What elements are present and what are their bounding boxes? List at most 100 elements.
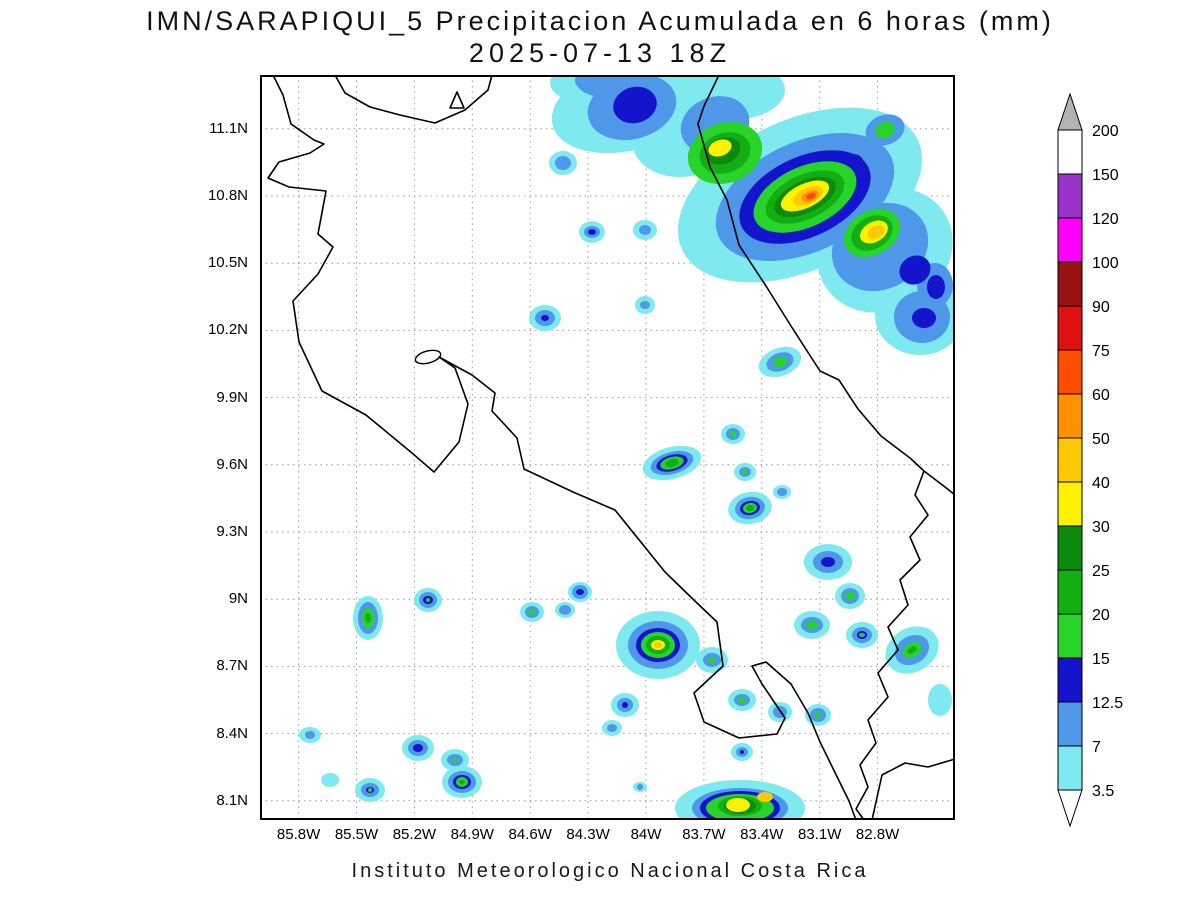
precip-cell — [777, 488, 787, 496]
x-tick-label: 83.4W — [740, 826, 784, 843]
x-tick-label: 85.5W — [334, 826, 379, 843]
colorbar-label: 90 — [1092, 299, 1110, 316]
map-svg — [260, 75, 955, 820]
precip-cell — [875, 121, 895, 139]
colorbar-label: 50 — [1092, 431, 1110, 448]
precip-cell — [452, 758, 458, 762]
y-tick-label: 8.4N — [216, 724, 248, 742]
colorbar-segment — [1057, 261, 1083, 307]
precip-cell — [927, 275, 945, 299]
precip-cell — [426, 598, 430, 602]
colorbar-segment — [1057, 745, 1083, 791]
precip-cell — [640, 301, 650, 309]
precip-cell — [576, 589, 584, 595]
precip-cell — [899, 255, 931, 285]
precip-cell — [708, 139, 732, 157]
colorbar-label: 100 — [1092, 255, 1119, 272]
y-tick-label: 10.8N — [207, 187, 248, 204]
island — [414, 349, 442, 365]
precip-cell — [365, 613, 371, 623]
colorbar-group: 200 150 120 100 90 75 60 50 40 30 25 20 15 12.5 7 3.5 — [1057, 92, 1123, 828]
y-tick-label: 9.9N — [216, 388, 248, 406]
precip-cell — [368, 788, 372, 792]
precip-cell — [806, 192, 816, 200]
precip-cell — [730, 431, 736, 437]
x-tick-label: 83.7W — [682, 826, 726, 843]
colorbar-label: 200 — [1092, 123, 1119, 140]
colorbar-arrow-bottom — [1057, 789, 1083, 828]
colorbar-label: 3.5 — [1092, 783, 1114, 800]
colorbar-arrow-top — [1057, 92, 1083, 131]
precip-cell — [740, 750, 744, 754]
precip-cell — [742, 470, 748, 474]
precip-cell — [845, 592, 855, 600]
colorbar-segment — [1057, 173, 1083, 219]
precip-cell — [665, 458, 679, 468]
colorbar-label: 150 — [1092, 167, 1119, 184]
colorbar-segment — [1057, 393, 1083, 439]
x-tick-label: 84W — [630, 826, 662, 843]
coastline — [267, 75, 857, 820]
colorbar-segment — [1057, 569, 1083, 615]
precip-cell — [529, 609, 535, 615]
precip-cell — [413, 744, 423, 752]
colorbar-segment — [1057, 349, 1083, 395]
x-tick-label: 85.2W — [392, 826, 437, 843]
colorbar-label: 15 — [1092, 651, 1110, 668]
chart-valid-time: 2025-07-13 18Z — [468, 38, 732, 68]
precip-cell — [738, 697, 746, 703]
colorbar-segment — [1057, 217, 1083, 263]
colorbar-segment — [1057, 481, 1083, 527]
y-tick-label: 11.1N — [209, 119, 248, 137]
colorbar-segment — [1057, 437, 1083, 483]
colorbar-label: 12.5 — [1092, 695, 1123, 712]
y-tick-label: 9N — [228, 590, 248, 608]
x-tick-label: 85.8W — [276, 826, 321, 843]
colorbar-label: 7 — [1092, 739, 1101, 756]
coastline — [871, 758, 955, 820]
x-tick-label: 84.9W — [450, 826, 494, 843]
footer-caption: Instituto Meteorologico Nacional Costa R… — [351, 860, 869, 882]
y-tick-label: 10.2N — [207, 321, 248, 339]
precip-cell — [613, 86, 657, 124]
colorbar-label: 60 — [1092, 387, 1110, 404]
precip-cell — [907, 646, 917, 654]
coastline — [855, 470, 929, 820]
coastline — [697, 75, 955, 496]
coastline — [334, 75, 493, 124]
precip-cell — [607, 724, 617, 732]
colorbar-label: 75 — [1092, 343, 1110, 360]
colorbar-label: 25 — [1092, 563, 1110, 580]
colorbar-segment — [1057, 613, 1083, 659]
map-frame — [260, 75, 955, 820]
precip-cell — [654, 642, 662, 648]
colorbar-segment — [1057, 129, 1083, 175]
y-tick-label: 10.5N — [207, 254, 248, 272]
precip-cell — [867, 225, 885, 239]
precip-cell — [459, 780, 465, 784]
colorbar-label: 20 — [1092, 607, 1110, 624]
precip-cell — [806, 621, 818, 629]
precip-cell — [321, 773, 339, 787]
y-tick-label: 9.6N — [216, 455, 248, 473]
chart-title: IMN/SARAPIQUI_5 Precipitacion Acumulada … — [146, 6, 1054, 36]
colorbar-label: 30 — [1092, 519, 1110, 536]
colorbar-segment — [1057, 701, 1083, 747]
y-tick-label: 8.7N — [216, 657, 248, 675]
precip-cell — [637, 784, 643, 790]
precip-cell — [639, 225, 651, 235]
precip-cell — [815, 712, 821, 718]
precip-cell — [773, 356, 787, 368]
coastline — [449, 91, 465, 109]
y-tick-label: 8.1N — [216, 791, 248, 809]
precip-cell — [928, 684, 952, 716]
colorbar-svg: 200 150 120 100 90 75 60 50 40 30 25 20 15 12.5 7 3.5 — [1057, 92, 1123, 828]
precip-cell — [821, 557, 835, 567]
colorbar-segment — [1057, 525, 1083, 571]
y-tick-label: 9.3N — [216, 523, 248, 540]
precip-cell — [757, 792, 773, 802]
colorbar-label: 40 — [1092, 475, 1110, 492]
x-tick-label: 83.1W — [798, 826, 842, 843]
x-tick-label: 84.3W — [566, 826, 610, 843]
x-tick-label: 82.8W — [855, 826, 900, 843]
